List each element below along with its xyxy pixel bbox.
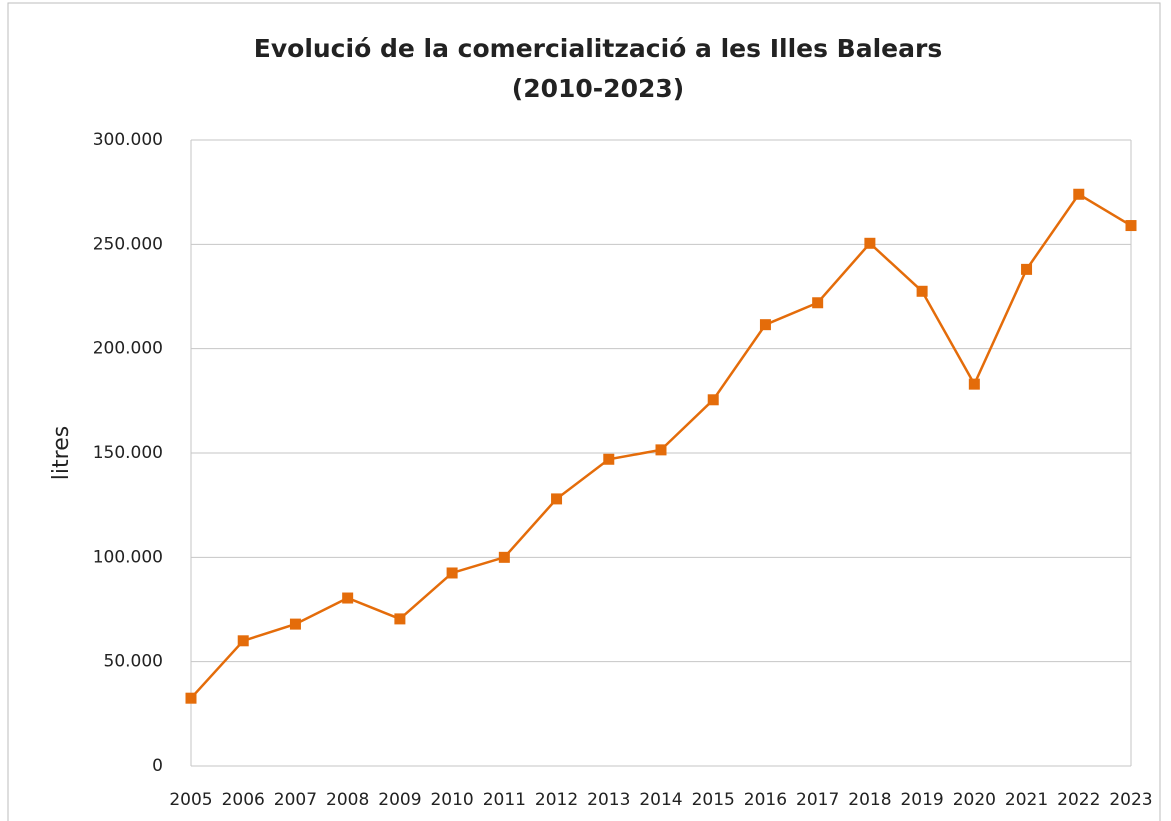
x-tick-label: 2010 [430,790,473,810]
y-tick-label: 200.000 [93,339,163,359]
marker [916,285,928,297]
x-tick-label: 2023 [1109,790,1152,810]
marker [1021,263,1033,275]
y-tick-label: 250.000 [93,234,163,254]
y-tick-label: 150.000 [93,443,163,463]
x-tick-label: 2014 [639,790,682,810]
marker [289,618,301,630]
x-tick-label: 2013 [587,790,630,810]
marker [394,613,406,625]
x-tick-label: 2016 [744,790,787,810]
x-tick-label: 2008 [326,790,369,810]
x-tick-label: 2015 [692,790,735,810]
x-tick-label: 2009 [378,790,421,810]
x-tick-label: 2022 [1057,790,1100,810]
x-tick-label: 2007 [274,790,317,810]
x-tick-label: 2021 [1005,790,1048,810]
x-tick-label: 2012 [535,790,578,810]
chart-border [7,2,1161,821]
marker [1073,188,1085,200]
marker [498,551,510,563]
marker [237,635,249,647]
y-axis-label: litres [49,426,74,480]
x-tick-label: 2020 [953,790,996,810]
chart-title: Evolució de la comercialització a les Il… [254,34,942,63]
marker [864,237,876,249]
y-tick-label: 300.000 [93,130,163,150]
x-tick-label: 2011 [483,790,526,810]
marker [185,692,197,704]
y-tick-label: 50.000 [104,652,163,672]
marker [707,394,719,406]
marker [812,297,824,309]
marker [1125,220,1137,232]
marker [603,453,615,465]
marker [759,319,771,331]
y-tick-label: 100.000 [93,547,163,567]
marker [342,592,354,604]
x-tick-label: 2005 [169,790,212,810]
marker [446,567,458,579]
x-tick-label: 2018 [848,790,891,810]
x-tick-label: 2006 [222,790,265,810]
x-tick-label: 2017 [796,790,839,810]
x-tick-label: 2019 [900,790,943,810]
marker [551,493,563,505]
marker [655,444,667,456]
y-tick-label: 0 [152,756,163,776]
marker [968,378,980,390]
chart-title: (2010-2023) [512,74,684,103]
